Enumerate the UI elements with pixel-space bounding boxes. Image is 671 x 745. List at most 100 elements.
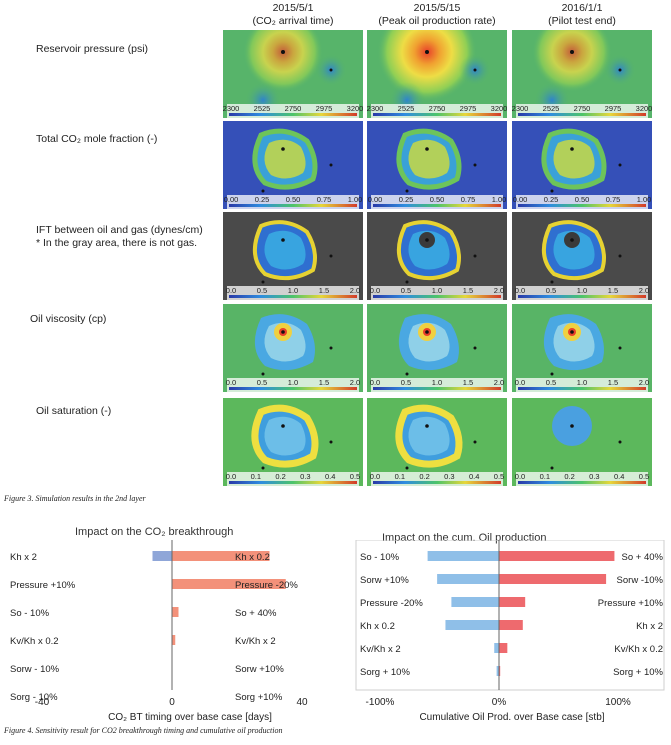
left-label: Sorw - 10% <box>10 664 60 675</box>
co2-map: 0.00 0.25 0.50 0.75 1.00 <box>367 121 507 209</box>
colorbar-tick-label: 0.00 <box>224 195 239 204</box>
colorbar-tick-label: 0.1 <box>395 472 405 481</box>
row-label-saturation: Oil saturation (-) <box>36 405 112 417</box>
column-date: 2015/5/1 <box>272 2 314 14</box>
sat-map: 0.0 0.1 0.2 0.3 0.4 0.5 <box>512 398 652 486</box>
colorbar-tick-label: 2750 <box>285 104 302 113</box>
row-label-viscosity: Oil viscosity (cp) <box>30 313 107 325</box>
colorbar-tick-label: 2750 <box>574 104 591 113</box>
chart-2-title: Impact on the cum. Oil production <box>382 532 547 544</box>
row-label-pressure: Reservoir pressure (psi) <box>36 43 149 55</box>
colorbar-tick-label: 1.0 <box>288 286 298 295</box>
colorbar-tick-label: 0.50 <box>575 195 590 204</box>
bar-positive <box>172 607 179 617</box>
colorbar-tick-label: 2.0 <box>494 286 504 295</box>
ift-map: 0.0 0.5 1.0 1.5 2.0 <box>367 212 507 300</box>
sat-map-panel: 0.0 0.1 0.2 0.3 0.4 0.5 <box>512 398 652 486</box>
colorbar-tick-label: 0.1 <box>540 472 550 481</box>
column-header-3: 2016/1/1 (Pilot test end) <box>512 2 652 28</box>
colorbar-tick-label: 3200 <box>347 104 363 113</box>
bar-positive <box>499 551 615 561</box>
co2-map: 0.00 0.25 0.50 0.75 1.00 <box>223 121 363 209</box>
colorbar-tick-label: 0.25 <box>544 195 559 204</box>
column-date: 2015/5/15 <box>413 2 461 14</box>
bar-negative <box>152 551 172 561</box>
ift-map: 0.0 0.5 1.0 1.5 2.0 <box>223 212 363 300</box>
ift-map-panel: 0.0 0.5 1.0 1.5 2.0 <box>367 212 507 300</box>
x-axis-label: Cumulative Oil Prod. over Base case [stb… <box>419 712 604 723</box>
colorbar-tick-label: 1.5 <box>463 378 473 387</box>
colorbar-tick-label: 2525 <box>543 104 560 113</box>
colorbar-tick-label: 0.5 <box>257 286 267 295</box>
ift-map-panel: 0.0 0.5 1.0 1.5 2.0 <box>223 212 363 300</box>
pressure-map: 2300 2525 2750 2975 3200 <box>223 30 363 118</box>
bar-positive <box>172 551 270 561</box>
colorbar-tick-label: 0.75 <box>317 195 332 204</box>
right-label: Pressure +10% <box>598 598 664 609</box>
colorbar-tick-label: 0.2 <box>564 472 574 481</box>
right-label: So + 40% <box>622 552 664 563</box>
colorbar-tick-label: 1.0 <box>577 286 587 295</box>
colorbar-tick-label: 2.0 <box>639 286 649 295</box>
colorbar-tick-label: 0.5 <box>494 472 504 481</box>
ift-map-panel: 0.0 0.5 1.0 1.5 2.0 <box>512 212 652 300</box>
column-event: (CO₂ arrival time) <box>252 15 334 27</box>
right-label: Kv/Kh x 2 <box>235 636 276 647</box>
visc-map: 0.0 0.5 1.0 1.5 2.0 <box>367 304 507 392</box>
colorbar-tick-label: 0.5 <box>639 472 649 481</box>
colorbar-tick-label: 0.25 <box>399 195 414 204</box>
colorbar-tick-label: 0.5 <box>546 286 556 295</box>
colorbar-tick-label: 0.5 <box>546 378 556 387</box>
sat-map: 0.0 0.1 0.2 0.3 0.4 0.5 <box>367 398 507 486</box>
column-date: 2016/1/1 <box>561 2 603 14</box>
colorbar-tick-label: 1.0 <box>288 378 298 387</box>
x-tick-label: -100% <box>366 697 395 708</box>
colorbar-tick-label: 0.5 <box>350 472 360 481</box>
colorbar-tick-label: 2975 <box>460 104 477 113</box>
colorbar-tick-label: 0.0 <box>226 472 236 481</box>
x-tick-label: -40 <box>35 697 50 708</box>
pressure-map-panel: 2300 2525 2750 2975 3200 <box>367 30 507 118</box>
row-note-ift: * In the gray area, there is not gas. <box>36 237 198 249</box>
colorbar-tick-label: 3200 <box>636 104 652 113</box>
column-header-1: 2015/5/1 (CO₂ arrival time) <box>223 2 363 28</box>
colorbar-tick-label: 2300 <box>512 104 528 113</box>
bar-positive <box>172 579 286 589</box>
bar-negative <box>494 643 499 653</box>
left-label: Sorg - 10% <box>10 692 58 703</box>
visc-map-panel: 0.0 0.5 1.0 1.5 2.0 <box>367 304 507 392</box>
colorbar-tick-label: 0.5 <box>401 286 411 295</box>
sat-map-panel: 0.0 0.1 0.2 0.3 0.4 0.5 <box>367 398 507 486</box>
right-label: Sorw +10% <box>235 664 284 675</box>
colorbar-tick-label: 2525 <box>398 104 415 113</box>
ift-map: 0.0 0.5 1.0 1.5 2.0 <box>512 212 652 300</box>
colorbar-tick-label: 3200 <box>491 104 507 113</box>
colorbar-tick-label: 1.5 <box>608 286 618 295</box>
colorbar-tick-label: 0.75 <box>606 195 621 204</box>
colorbar-tick-label: 0.75 <box>461 195 476 204</box>
colorbar-tick-label: 2300 <box>367 104 383 113</box>
left-label: Kh x 0.2 <box>360 621 395 632</box>
bar-positive <box>499 620 523 630</box>
sat-map: 0.0 0.1 0.2 0.3 0.4 0.5 <box>223 398 363 486</box>
left-label: Kv/Kh x 0.2 <box>10 636 59 647</box>
right-label: Kh x 2 <box>636 621 663 632</box>
colorbar-tick-label: 0.0 <box>370 472 380 481</box>
row-label-co2: Total CO₂ mole fraction (-) <box>36 133 158 145</box>
colorbar-tick-label: 2300 <box>223 104 239 113</box>
colorbar-tick-label: 1.0 <box>577 378 587 387</box>
left-label: So - 10% <box>360 552 400 563</box>
colorbar-tick-label: 2.0 <box>350 378 360 387</box>
right-label: Sorw -10% <box>617 575 664 586</box>
colorbar-tick-label: 0.0 <box>515 378 525 387</box>
x-tick-label: 40 <box>296 697 308 708</box>
bar-positive <box>499 597 526 607</box>
colorbar-tick-label: 1.0 <box>432 286 442 295</box>
bar-positive <box>499 643 508 653</box>
bar-positive <box>172 635 176 645</box>
figure-3-caption: Figure 3. Simulation results in the 2nd … <box>4 494 146 503</box>
colorbar-tick-label: 2525 <box>254 104 271 113</box>
colorbar-tick-label: 0.0 <box>370 286 380 295</box>
colorbar-tick-label: 0.0 <box>370 378 380 387</box>
co2-breakthrough-tornado-chart: Kh x 2 Kh x 0.2 Pressure +10% Pressure -20%… <box>10 540 308 723</box>
